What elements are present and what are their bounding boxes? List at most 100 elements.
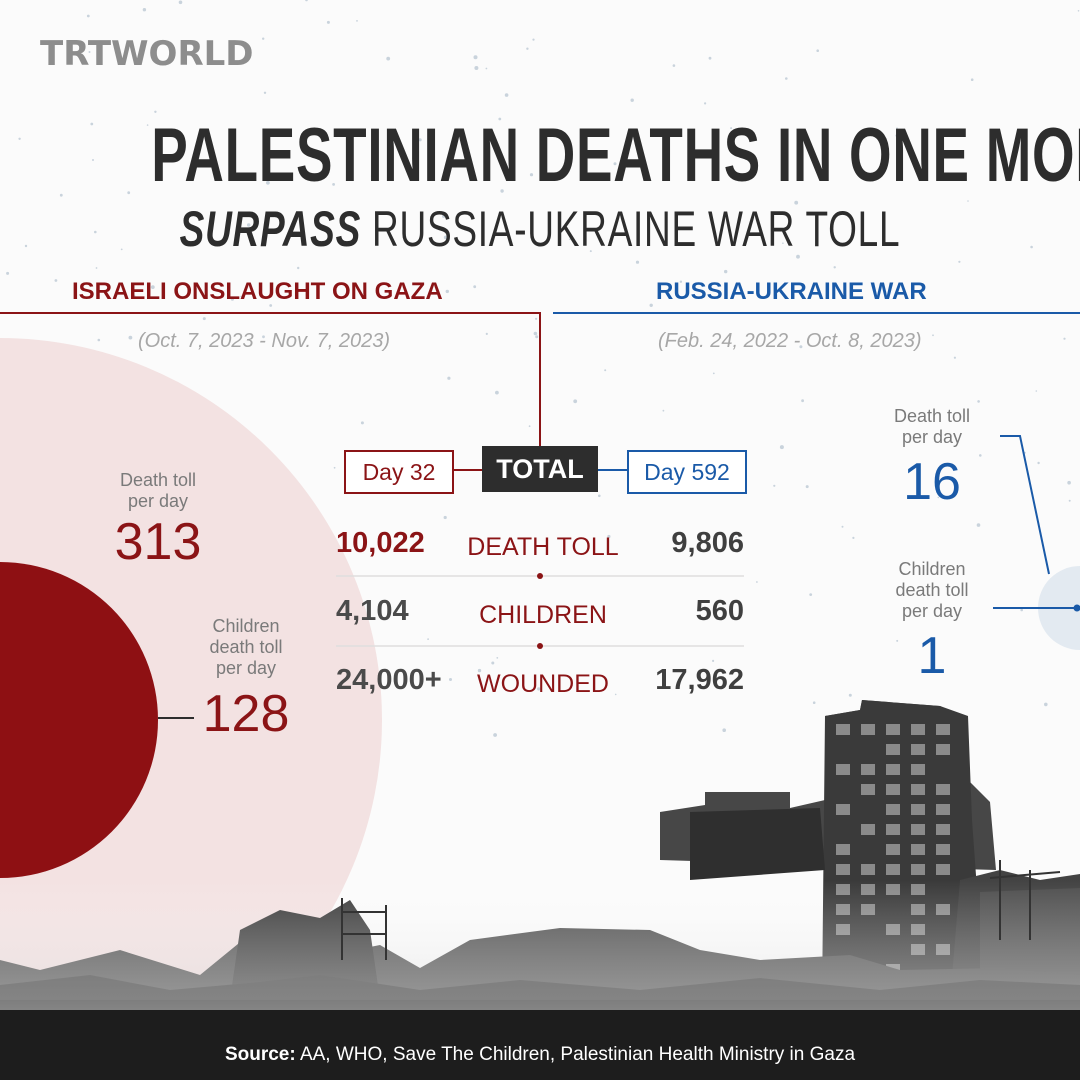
background-dot: [724, 269, 728, 274]
background-dot: [937, 496, 940, 499]
background-dot: [794, 200, 799, 205]
background-dot: [630, 98, 634, 102]
background-dot: [24, 244, 28, 248]
background-dot: [127, 191, 131, 195]
background-dot: [97, 338, 101, 342]
background-dot: [94, 230, 97, 234]
gaza-death-toll: 10,022: [336, 527, 425, 559]
source-label: Source:: [224, 1044, 296, 1065]
background-dot: [649, 303, 653, 307]
background-dot: [491, 661, 495, 665]
building-window: [886, 864, 900, 875]
background-dot: [262, 37, 265, 40]
background-dot: [672, 64, 676, 67]
background-dot: [848, 693, 852, 697]
building-window: [911, 764, 925, 775]
background-dot: [662, 409, 665, 412]
background-dot: [132, 294, 136, 299]
building-window: [886, 764, 900, 775]
ukraine-children-per-day-value: 1: [917, 627, 947, 685]
background-dot: [445, 289, 449, 294]
background-dot: [54, 279, 58, 282]
background-dot: [799, 345, 803, 349]
background-dot: [86, 14, 90, 18]
background-dot: [1044, 702, 1048, 707]
background-dot: [722, 728, 726, 732]
background-dot: [474, 66, 479, 70]
building-window: [886, 744, 900, 755]
background-dot: [932, 334, 934, 337]
background-dot: [178, 0, 183, 5]
background-dot: [773, 484, 776, 487]
background-dot: [896, 127, 898, 129]
background-dot: [1020, 608, 1023, 612]
building-window: [911, 724, 925, 735]
background-dot: [120, 248, 123, 251]
background-dot: [801, 399, 804, 403]
row-label-wounded: WOUNDED: [477, 670, 609, 698]
ukraine-children-toll: 560: [695, 595, 744, 627]
page-subtitle: SURPASS RUSSIA-UKRAINE WAR TOLL: [140, 200, 939, 258]
background-dot: [262, 335, 265, 339]
background-dot: [154, 110, 157, 114]
background-dot: [95, 267, 98, 269]
background-dot: [658, 291, 660, 293]
background-dot: [779, 445, 784, 450]
subtitle-emphasis: SURPASS: [179, 201, 361, 257]
background-dot: [735, 536, 737, 539]
building-window: [861, 824, 875, 835]
background-dot: [614, 693, 617, 696]
background-dot: [598, 494, 601, 498]
background-dot: [1077, 10, 1080, 12]
background-dot: [589, 250, 592, 253]
background-dot: [796, 254, 800, 259]
building-window: [886, 824, 900, 835]
background-dot: [326, 20, 330, 24]
background-dot: [498, 117, 502, 121]
building-window: [836, 844, 850, 855]
building-window: [911, 784, 925, 795]
background-dot: [852, 536, 855, 540]
building-window: [861, 724, 875, 735]
row-label-children: CHILDREN: [479, 601, 607, 629]
ukraine-children-dot: [1073, 604, 1080, 612]
background-dot: [418, 138, 422, 142]
background-dot: [970, 78, 974, 81]
background-dot: [812, 701, 816, 704]
background-dot: [896, 639, 899, 642]
background-dot: [967, 200, 969, 202]
background-dot: [782, 242, 784, 244]
background-dot: [573, 399, 578, 404]
background-dot: [604, 369, 607, 372]
building-window: [861, 864, 875, 875]
background-dot: [1067, 480, 1071, 485]
building-window: [911, 804, 925, 815]
background-dot: [953, 356, 957, 359]
building-window: [936, 824, 950, 835]
building-window: [836, 724, 850, 735]
ukraine-deathtoll-connector: [1000, 435, 1050, 575]
background-dot: [245, 227, 249, 231]
background-dot: [485, 332, 488, 335]
background-dot: [333, 466, 336, 469]
background-dot: [92, 159, 94, 161]
background-dot: [360, 421, 364, 425]
background-dot: [128, 335, 133, 340]
background-dot: [526, 47, 529, 50]
background-dot: [332, 183, 335, 186]
background-dot: [150, 285, 155, 289]
building-window: [911, 864, 925, 875]
background-dot: [977, 400, 980, 403]
background-dot: [569, 238, 571, 241]
background-dot: [495, 390, 499, 395]
background-dot: [449, 678, 452, 681]
source-note: Source: AA, WHO, Save The Children, Pale…: [0, 1044, 1080, 1066]
ukraine-wounded: 17,962: [655, 664, 744, 696]
background-dot: [533, 331, 538, 336]
building-window: [886, 804, 900, 815]
gaza-wounded: 24,000+: [336, 664, 442, 696]
gaza-children-per-day-value: 128: [202, 685, 290, 743]
background-dot: [90, 122, 94, 126]
ukraine-heading: RUSSIA-UKRAINE WAR: [656, 278, 927, 305]
source-text: AA, WHO, Save The Children, Palestinian …: [299, 1044, 856, 1065]
